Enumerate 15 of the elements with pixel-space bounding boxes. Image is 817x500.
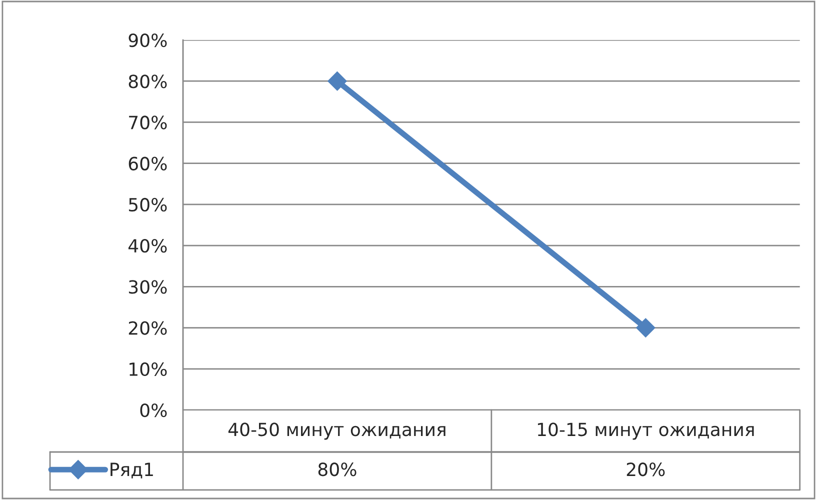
data-label: 20%: [626, 462, 665, 476]
data-label: 80%: [318, 462, 356, 476]
y-tick-label: 0%: [140, 403, 167, 418]
y-tick-label: 90%: [128, 33, 167, 48]
y-tick-label: 40%: [128, 239, 167, 253]
y-tick-label: 20%: [128, 321, 167, 335]
legend-label: Ряд1: [110, 462, 153, 478]
x-tick-label: 40-50 минут ожидания: [228, 422, 446, 440]
x-tick-label: 10-15 минут ожидания: [538, 422, 754, 440]
y-tick-label: 80%: [128, 74, 167, 88]
y-tick-label: 30%: [128, 280, 167, 294]
y-tick-label: 10%: [130, 362, 167, 376]
y-tick-label: 50%: [128, 198, 167, 212]
y-tick-label: 70%: [129, 116, 167, 130]
y-tick-label: 60%: [128, 156, 167, 170]
